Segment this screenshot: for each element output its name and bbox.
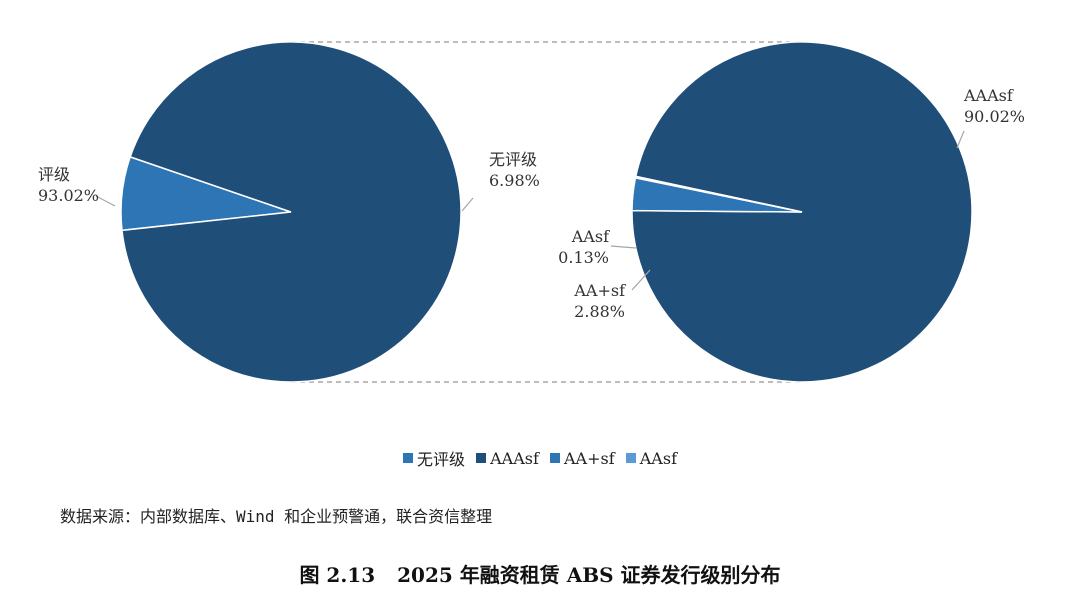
slice-label: 评级 xyxy=(38,165,70,184)
slice-percent: 90.02% xyxy=(964,107,1025,126)
legend-swatch xyxy=(476,453,487,463)
legend-item: AAsf xyxy=(625,448,677,468)
legend-swatch xyxy=(550,453,560,463)
slice-label: 无评级 xyxy=(489,150,537,169)
leader-line xyxy=(631,269,651,291)
legend-item: 无评级 xyxy=(403,446,465,470)
legend-swatch xyxy=(625,453,636,463)
pie-slice xyxy=(121,41,462,383)
pie-chart-rating-vs-unrated: 无评级 6.98% 评级 93.02% xyxy=(38,41,540,383)
legend-label: AAAsf xyxy=(490,448,539,468)
slice-percent: 6.98% xyxy=(489,171,540,190)
slice-label: AA+sf xyxy=(573,281,626,300)
leader-line xyxy=(95,195,116,207)
leader-line xyxy=(461,197,474,212)
legend-swatch xyxy=(403,453,413,463)
figure-title: 2025 年融资租赁 ABS 证券发行级别分布 xyxy=(397,563,781,587)
legend-item: AAAsf xyxy=(476,449,539,468)
slice-percent: 0.13% xyxy=(558,248,609,267)
figure-caption: 图 2.13 2025 年融资租赁 ABS 证券发行级别分布 xyxy=(0,559,1080,588)
pie-chart-rating-breakdown: AAAsf 90.02% AA+sf 2.88% AAsf 0.13% xyxy=(558,41,1025,383)
leader-line xyxy=(610,245,637,249)
legend: 无评级 AAAsf AA+sf AAsf xyxy=(0,446,1080,470)
legend-item: AA+sf xyxy=(550,449,615,468)
pie-slice xyxy=(634,175,803,213)
slice-percent: 93.02% xyxy=(38,186,99,205)
pie-connector-lines xyxy=(291,41,802,383)
slice-percent: 2.88% xyxy=(574,302,625,321)
legend-label: 无评级 xyxy=(417,450,466,469)
figure-number: 图 2.13 xyxy=(299,563,376,587)
legend-label: AA+sf xyxy=(564,448,615,468)
legend-label: AAsf xyxy=(639,448,677,468)
leader-line xyxy=(956,130,965,149)
slice-label: AAAsf xyxy=(963,86,1014,105)
source-note: 数据来源：内部数据库、Wind 和企业预警通，联合资信整理 xyxy=(60,507,493,526)
slice-label: AAsf xyxy=(571,227,610,246)
